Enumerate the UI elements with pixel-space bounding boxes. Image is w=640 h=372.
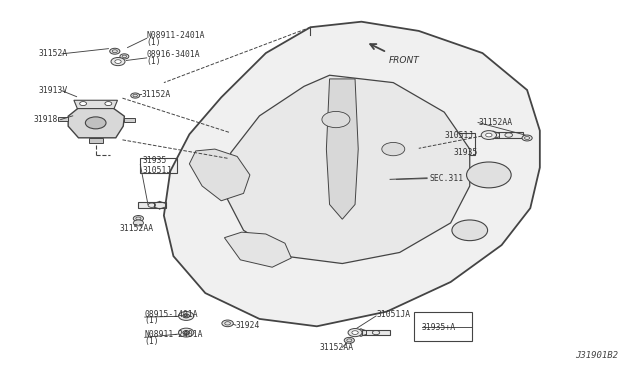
Circle shape xyxy=(348,328,362,337)
Text: 31152A: 31152A xyxy=(141,90,171,99)
Circle shape xyxy=(481,131,497,140)
Bar xyxy=(140,158,177,173)
Circle shape xyxy=(183,331,189,334)
Text: 31152AA: 31152AA xyxy=(320,343,354,352)
Text: N08911-2401A: N08911-2401A xyxy=(145,330,204,339)
Text: 31051J: 31051J xyxy=(444,131,474,140)
Text: J31901B2: J31901B2 xyxy=(575,351,618,360)
Circle shape xyxy=(352,331,358,334)
Circle shape xyxy=(382,142,404,156)
Text: 31152AA: 31152AA xyxy=(119,224,154,233)
Circle shape xyxy=(486,133,492,137)
Polygon shape xyxy=(58,117,68,121)
Text: N08911-2401A: N08911-2401A xyxy=(147,31,205,40)
Text: 08916-3401A: 08916-3401A xyxy=(147,51,200,60)
Bar xyxy=(440,133,475,155)
Circle shape xyxy=(85,117,106,129)
Polygon shape xyxy=(74,100,118,109)
Bar xyxy=(494,132,523,138)
Circle shape xyxy=(131,93,140,98)
Circle shape xyxy=(183,314,189,318)
Text: 31152A: 31152A xyxy=(38,49,68,58)
Circle shape xyxy=(79,102,86,106)
Circle shape xyxy=(179,328,194,337)
Text: SEC.311: SEC.311 xyxy=(429,174,464,183)
Text: 31152AA: 31152AA xyxy=(478,118,512,127)
Circle shape xyxy=(133,215,143,221)
Circle shape xyxy=(467,162,511,188)
Circle shape xyxy=(183,331,189,334)
Text: (1): (1) xyxy=(145,316,159,325)
Circle shape xyxy=(344,337,355,343)
Circle shape xyxy=(452,220,488,241)
Polygon shape xyxy=(225,232,291,267)
Polygon shape xyxy=(68,108,124,138)
Polygon shape xyxy=(225,75,470,263)
Polygon shape xyxy=(89,138,102,143)
Circle shape xyxy=(322,112,350,128)
Text: FRONT: FRONT xyxy=(389,56,420,65)
Circle shape xyxy=(222,320,234,327)
Text: 31918: 31918 xyxy=(33,115,58,124)
Circle shape xyxy=(105,102,112,106)
Text: 31051J: 31051J xyxy=(143,166,172,174)
Bar xyxy=(138,202,166,208)
Text: 31935: 31935 xyxy=(454,148,478,157)
Circle shape xyxy=(111,58,125,65)
Text: 31913V: 31913V xyxy=(38,86,68,95)
Text: (1): (1) xyxy=(147,57,161,66)
Circle shape xyxy=(109,48,120,54)
Circle shape xyxy=(179,311,194,320)
Text: 31051JA: 31051JA xyxy=(376,310,410,319)
Text: (1): (1) xyxy=(147,38,161,46)
Polygon shape xyxy=(326,79,358,219)
Polygon shape xyxy=(164,22,540,326)
Polygon shape xyxy=(189,149,250,201)
Circle shape xyxy=(115,60,121,63)
Text: 08915-1401A: 08915-1401A xyxy=(145,310,198,319)
Circle shape xyxy=(120,54,129,59)
Text: 31935+A: 31935+A xyxy=(422,323,456,331)
Circle shape xyxy=(522,135,532,141)
Polygon shape xyxy=(124,118,134,122)
Text: 31935: 31935 xyxy=(143,156,167,166)
Circle shape xyxy=(183,314,189,318)
Bar xyxy=(414,311,472,341)
Text: (1): (1) xyxy=(145,337,159,346)
Text: 31924: 31924 xyxy=(236,321,260,330)
Bar xyxy=(362,330,390,335)
Circle shape xyxy=(133,220,143,226)
